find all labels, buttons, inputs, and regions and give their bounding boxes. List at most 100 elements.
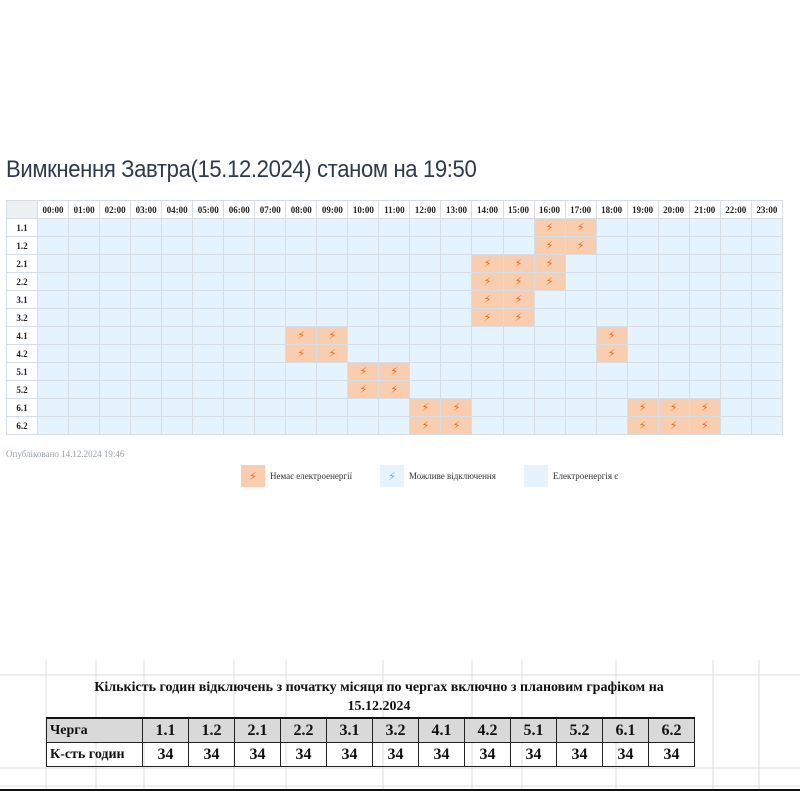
power-cell [533,398,566,417]
bottom-border [0,789,800,791]
lightning-icon: ⚡ [388,469,396,483]
power-cell [161,362,194,381]
power-cell [37,398,70,417]
power-cell [99,416,132,435]
outage-cell: ⚡ [533,218,566,237]
power-cell [688,236,721,255]
power-cell [37,290,70,309]
power-cell [37,272,70,291]
power-cell [347,416,380,435]
power-cell [192,326,225,345]
power-cell [688,362,721,381]
lightning-icon: ⚡ [607,329,616,342]
hours-cell: 34 [418,742,465,767]
power-cell [719,308,752,327]
power-cell [719,380,752,399]
power-cell [192,416,225,435]
power-cell [750,398,784,417]
power-cell [161,308,194,327]
power-cell [347,308,380,327]
power-cell [254,218,287,237]
power-cell [254,362,287,381]
power-cell [223,254,256,273]
power-cell [285,272,318,291]
power-cell [37,362,70,381]
power-cell [161,344,194,363]
hour-header: 01:00 [68,200,101,219]
power-cell [223,416,256,435]
hour-header: 13:00 [440,200,473,219]
queue-cell: 5.1 [510,717,557,743]
power-cell [68,416,101,435]
outage-cell: ⚡ [626,416,659,435]
power-cell [130,326,163,345]
lightning-icon: ⚡ [545,239,554,252]
power-cell [471,416,504,435]
power-cell [37,416,70,435]
power-cell [750,308,784,327]
power-cell [533,416,566,435]
power-cell [316,236,349,255]
lightning-icon: ⚡ [421,419,430,432]
queue-cell: 5.2 [556,717,603,743]
queue-name: 6.1 [5,398,39,417]
power-cell [347,218,380,237]
queue-name: 4.2 [5,344,39,363]
power-cell [161,218,194,237]
hour-header: 20:00 [657,200,690,219]
power-cell [502,218,535,237]
hours-cell: 34 [372,742,419,767]
power-cell [378,326,411,345]
legend-no-power-label: Немає електроенергії [270,471,353,481]
outage-hours-table: Черга 1.1 1.2 2.1 2.2 3.1 3.2 4.1 4.2 5.1 5.2 6.1 6… [46,717,695,767]
hours-cell: 34 [464,742,511,767]
power-cell [657,344,690,363]
power-cell [719,290,752,309]
power-cell [99,308,132,327]
lightning-icon: ⚡ [700,419,709,432]
queue-row: 6.1 ⚡ ⚡ ⚡ ⚡ ⚡ [5,398,784,417]
outage-cell: ⚡ [347,362,380,381]
power-cell [347,398,380,417]
power-cell [285,290,318,309]
power-cell [564,344,597,363]
lightning-icon: ⚡ [700,401,709,414]
power-cell [130,398,163,417]
power-cell [719,362,752,381]
power-cell [161,272,194,291]
summary-title: Кількість годин відключень з початку міс… [46,678,712,716]
queue-cell: 1.2 [188,717,235,743]
power-cell [68,362,101,381]
queue-row: 3.2 ⚡ ⚡ [5,308,784,327]
hours-cell: 34 [510,742,557,767]
hours-cell: 34 [188,742,235,767]
power-cell [130,416,163,435]
power-cell [254,398,287,417]
outage-cell: ⚡ [502,290,535,309]
power-cell [316,308,349,327]
outage-cell: ⚡ [409,416,442,435]
power-cell [99,290,132,309]
power-cell [502,326,535,345]
power-cell [688,272,721,291]
power-cell [378,398,411,417]
power-cell [719,344,752,363]
power-cell [37,344,70,363]
power-cell [130,290,163,309]
outage-cell: ⚡ [471,308,504,327]
power-cell [316,380,349,399]
spreadsheet-gridlines [0,660,800,790]
power-cell [657,272,690,291]
summary-title-line1: Кількість годин відключень з початку міс… [94,680,664,695]
lightning-icon: ⚡ [359,383,368,396]
queue-name: 4.1 [5,326,39,345]
power-cell [750,326,784,345]
power-cell [378,218,411,237]
queue-row: 4.2 ⚡ ⚡ ⚡ [5,344,784,363]
power-cell [533,290,566,309]
outage-cell: ⚡ [595,344,628,363]
power-cell [316,416,349,435]
outage-cell: ⚡ [471,254,504,273]
queue-name: 1.2 [5,236,39,255]
outage-cell: ⚡ [471,272,504,291]
